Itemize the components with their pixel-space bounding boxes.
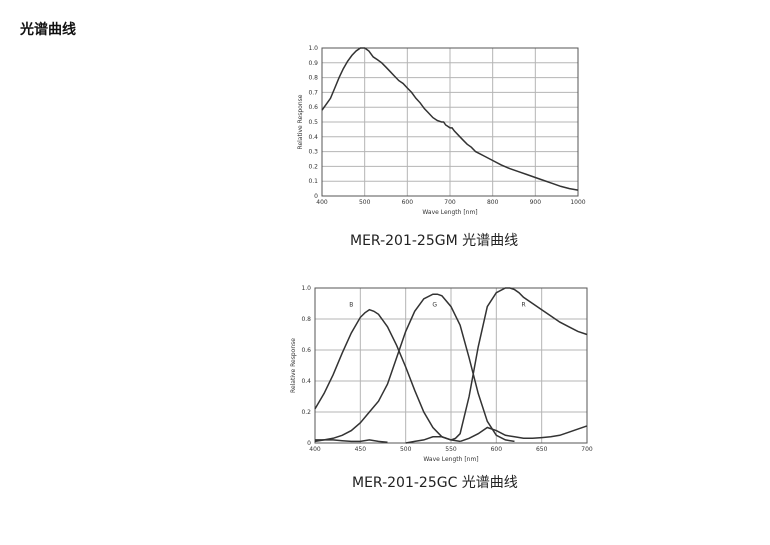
series-line-4	[459, 425, 588, 443]
plot-frame	[314, 287, 588, 444]
page-title: 光谱曲线	[20, 22, 76, 38]
grid	[321, 47, 579, 197]
x-tick-label: 500	[359, 199, 371, 206]
y-axis-label: Relative Response	[290, 338, 297, 393]
x-tick-label: 500	[400, 446, 412, 453]
series-line-b	[314, 308, 461, 443]
plot-frame	[321, 47, 579, 197]
x-axis-label: Wave Length [nm]	[422, 209, 477, 216]
y-tick-label: 0.7	[308, 89, 318, 96]
x-tick-label: 400	[309, 446, 321, 453]
series-label-b: B	[349, 302, 353, 309]
y-tick-label: 0.1	[308, 178, 318, 185]
y-tick-label: 0.8	[301, 316, 311, 323]
x-tick-label: 400	[316, 199, 328, 206]
x-axis-label: Wave Length [nm]	[423, 456, 478, 463]
x-tick-label: 700	[581, 446, 593, 453]
y-tick-label: 0.2	[301, 409, 311, 416]
series-label-r: R	[521, 302, 525, 309]
y-tick-label: 0.6	[308, 104, 318, 111]
x-tick-label: 600	[402, 199, 414, 206]
series-line-g	[314, 293, 515, 443]
x-tick-label: 800	[487, 199, 499, 206]
y-tick-label: 1.0	[308, 45, 318, 52]
x-tick-label: 900	[530, 199, 542, 206]
y-tick-label: 0	[307, 440, 311, 447]
y-tick-label: 0.2	[308, 163, 318, 170]
mono-spectrum-svg: 400 500 600 700 800 900 1000 0 0.1 0.2 0.3 0.4 0.5 0.…	[297, 45, 586, 216]
y-tick-label: 0	[314, 193, 318, 200]
y-tick-label: 0.3	[308, 149, 318, 156]
series-label-g: G	[432, 302, 437, 309]
y-tick-label: 0.9	[308, 60, 318, 67]
x-tick-label: 450	[355, 446, 367, 453]
series-line-0	[321, 47, 579, 191]
mono-chart-caption: MER-201-25GM 光谱曲线	[350, 233, 519, 249]
x-tick-label: 650	[536, 446, 548, 453]
y-tick-label: 0.5	[308, 119, 318, 126]
color-spectrum-svg: 400 450 500 550 600 650 700 0 0.2 0.4 0.6 0.8 1.0 Wav…	[290, 285, 593, 463]
color-spectrum-chart: 400 450 500 550 600 650 700 0 0.2 0.4 0.6 0.8 1.0 Wav…	[282, 280, 597, 470]
color-chart-caption: MER-201-25GC 光谱曲线	[352, 475, 518, 491]
x-tick-label: 600	[491, 446, 503, 453]
x-tick-label: 550	[445, 446, 457, 453]
y-tick-label: 1.0	[301, 285, 311, 292]
y-tick-label: 0.6	[301, 347, 311, 354]
x-tick-label: 1000	[570, 199, 585, 206]
grid	[314, 287, 588, 444]
y-tick-label: 0.4	[301, 378, 311, 385]
y-tick-label: 0.8	[308, 75, 318, 82]
y-axis-label: Relative Response	[297, 94, 304, 149]
y-tick-label: 0.4	[308, 134, 318, 141]
series-line-r	[405, 287, 588, 444]
x-tick-label: 700	[444, 199, 456, 206]
mono-spectrum-chart: 400 500 600 700 800 900 1000 0 0.1 0.2 0.3 0.4 0.5 0.…	[285, 38, 595, 228]
